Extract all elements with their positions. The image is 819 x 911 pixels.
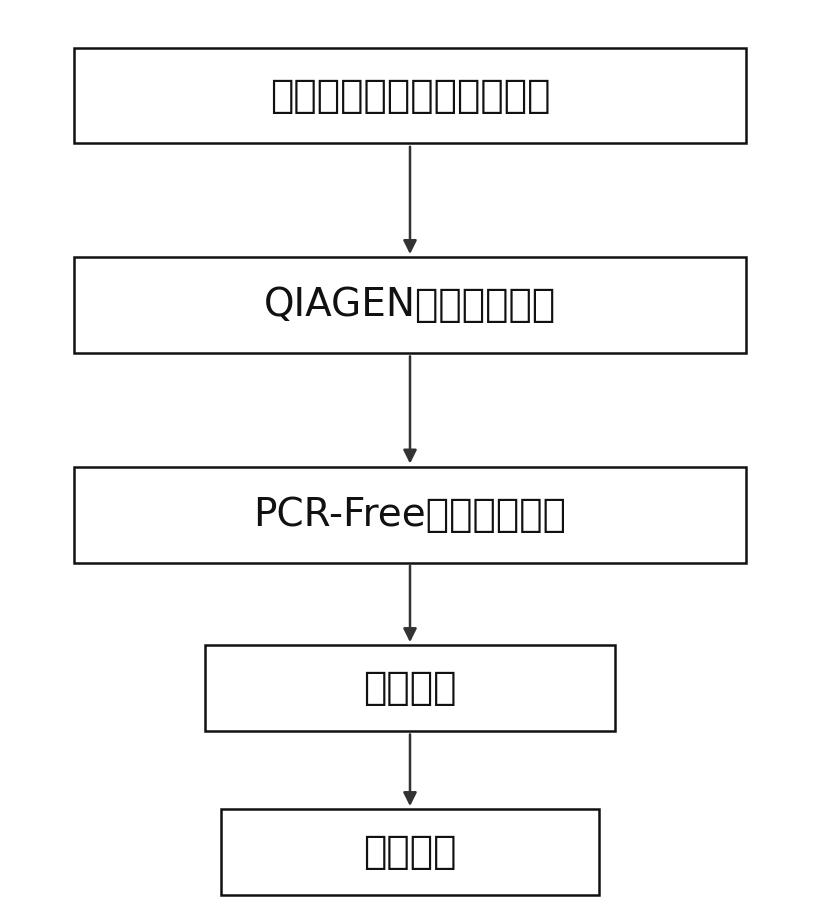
Text: QIAGEN硅胶柱膜纯化: QIAGEN硅胶柱膜纯化 — [264, 286, 555, 324]
FancyBboxPatch shape — [74, 47, 745, 143]
Text: PCR-Free测序文库构建: PCR-Free测序文库构建 — [253, 496, 566, 534]
FancyBboxPatch shape — [221, 809, 598, 895]
FancyBboxPatch shape — [205, 645, 614, 731]
FancyBboxPatch shape — [74, 257, 745, 353]
Text: 核酸适配体靶向筛选后文库: 核酸适配体靶向筛选后文库 — [269, 77, 550, 115]
FancyBboxPatch shape — [74, 466, 745, 562]
Text: 测序文库: 测序文库 — [363, 833, 456, 871]
Text: 磁珠纯化: 磁珠纯化 — [363, 669, 456, 707]
